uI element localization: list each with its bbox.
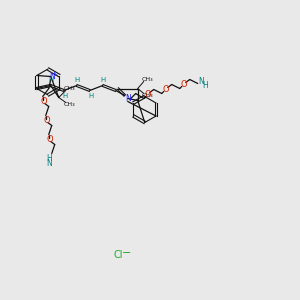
Text: O: O	[144, 90, 151, 99]
Text: O: O	[40, 97, 47, 106]
Text: N: N	[198, 77, 204, 86]
Text: H: H	[74, 76, 80, 82]
Text: H: H	[100, 76, 105, 82]
Text: CH₃: CH₃	[64, 86, 76, 91]
Text: O: O	[46, 135, 53, 144]
Text: N: N	[49, 72, 55, 81]
Text: H: H	[88, 92, 93, 98]
Text: N: N	[46, 159, 52, 168]
Text: H: H	[62, 92, 68, 98]
Text: H: H	[202, 81, 208, 90]
Text: Cl: Cl	[113, 250, 123, 260]
Text: H: H	[46, 154, 52, 163]
Text: CH₃: CH₃	[142, 93, 154, 98]
Text: H: H	[48, 76, 53, 82]
Text: +: +	[52, 72, 58, 77]
Text: CH₃: CH₃	[64, 102, 76, 107]
Text: −: −	[122, 248, 132, 258]
Text: O: O	[180, 80, 187, 89]
Text: N: N	[125, 94, 130, 103]
Text: CH₃: CH₃	[142, 77, 154, 82]
Text: O: O	[162, 85, 169, 94]
Text: O: O	[44, 116, 50, 125]
